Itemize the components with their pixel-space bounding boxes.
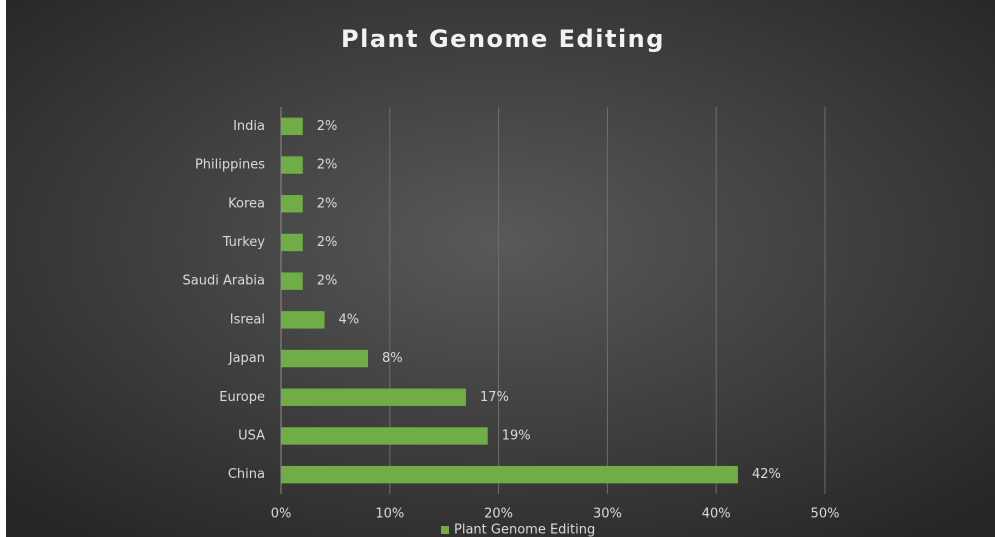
bar xyxy=(281,311,325,329)
y-tick-label: Saudi Arabia xyxy=(183,274,266,289)
x-tick-label: 20% xyxy=(484,507,513,522)
legend-label: Plant Genome Editing xyxy=(454,523,595,537)
y-tick-label: India xyxy=(233,119,265,134)
y-tick-label: Korea xyxy=(228,196,265,211)
chart-background xyxy=(6,0,995,537)
bar xyxy=(281,272,303,290)
bar xyxy=(281,156,303,174)
y-tick-label: China xyxy=(228,467,265,482)
data-label: 2% xyxy=(317,119,338,134)
y-tick-label: Isreal xyxy=(230,312,265,327)
data-label: 2% xyxy=(317,158,338,173)
y-tick-label: Philippines xyxy=(195,158,265,173)
data-label: 2% xyxy=(317,235,338,250)
bar xyxy=(281,388,466,406)
data-label: 8% xyxy=(382,351,403,366)
bar xyxy=(281,195,303,213)
data-label: 17% xyxy=(480,390,509,405)
data-label: 2% xyxy=(317,274,338,289)
chart-title: Plant Genome Editing xyxy=(341,25,665,53)
x-tick-label: 40% xyxy=(702,507,731,522)
x-tick-label: 50% xyxy=(811,507,840,522)
bar xyxy=(281,349,369,368)
x-tick-label: 10% xyxy=(375,507,404,522)
data-label: 19% xyxy=(502,428,531,443)
bar xyxy=(281,427,488,445)
bar xyxy=(281,117,303,136)
y-tick-label: Japan xyxy=(228,351,265,366)
data-label: 42% xyxy=(752,467,781,482)
bar xyxy=(281,233,303,252)
x-tick-label: 30% xyxy=(593,507,622,522)
data-label: 4% xyxy=(339,312,360,327)
data-label: 2% xyxy=(317,196,338,211)
y-tick-label: Turkey xyxy=(222,235,266,250)
x-tick-label: 0% xyxy=(271,507,292,522)
bar xyxy=(281,465,738,484)
legend-swatch xyxy=(441,526,449,534)
y-tick-label: USA xyxy=(238,428,265,443)
y-tick-label: Europe xyxy=(219,390,265,405)
